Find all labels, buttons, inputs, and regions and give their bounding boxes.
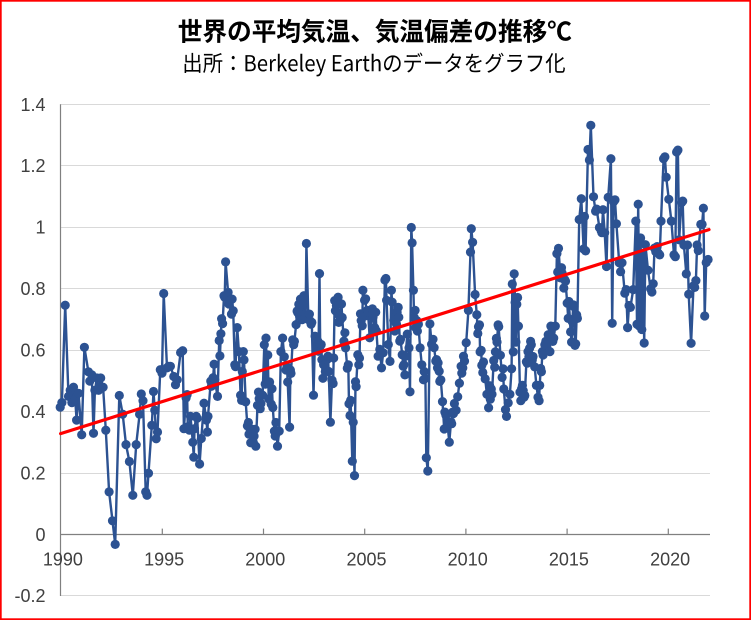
svg-text:0.4: 0.4 — [20, 402, 45, 422]
svg-text:2000: 2000 — [245, 550, 285, 570]
svg-text:0.8: 0.8 — [20, 279, 45, 299]
svg-text:1.2: 1.2 — [20, 156, 45, 176]
svg-text:2010: 2010 — [448, 550, 488, 570]
svg-text:2005: 2005 — [346, 550, 386, 570]
svg-text:1995: 1995 — [144, 550, 184, 570]
svg-text:2020: 2020 — [650, 550, 690, 570]
svg-text:0.6: 0.6 — [20, 341, 45, 361]
svg-text:1: 1 — [35, 218, 45, 238]
svg-text:-0.2: -0.2 — [14, 586, 45, 606]
svg-text:0.2: 0.2 — [20, 463, 45, 483]
svg-text:1990: 1990 — [43, 550, 83, 570]
svg-text:2015: 2015 — [549, 550, 589, 570]
svg-text:0: 0 — [35, 525, 45, 545]
svg-text:1.4: 1.4 — [20, 95, 45, 115]
